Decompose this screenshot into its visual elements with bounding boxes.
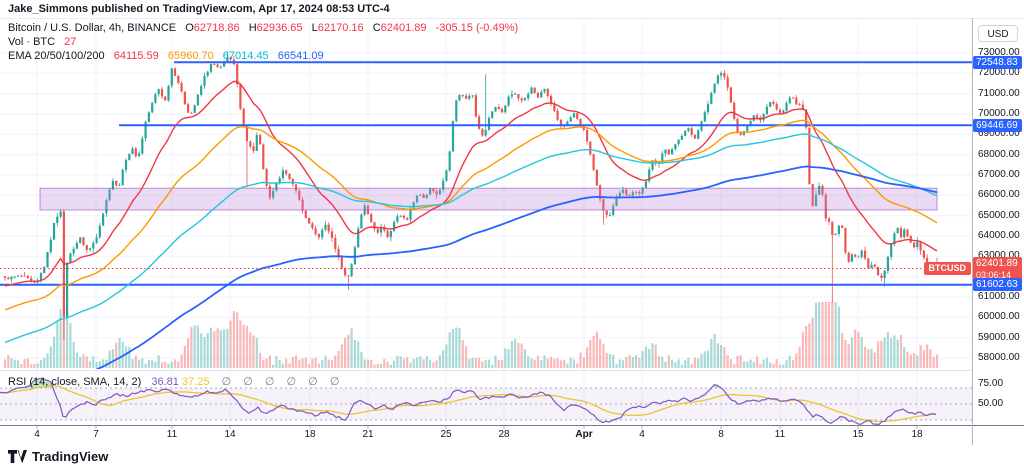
tradingview-footer-link[interactable]: TradingView — [8, 449, 108, 464]
time-tick-label: 25 — [440, 429, 452, 440]
tradingview-logo-icon — [8, 450, 27, 463]
rsi-empty-value: ∅ — [329, 376, 340, 388]
rsi-sma-value: 37.25 — [181, 376, 210, 388]
countdown-timer: 03:06:14 — [976, 270, 1012, 280]
rsi-label: RSI (14, close, SMA, 14, 2) — [8, 376, 142, 388]
price-tick-label: 58000.00 — [978, 352, 1020, 363]
time-tick-label: 4 — [34, 429, 40, 440]
ema50-value: 65960.70 — [167, 50, 214, 62]
ohlc-close-key: C — [372, 22, 381, 34]
ohlc-close-value: 62401.89 — [380, 22, 427, 34]
ema100-value: 67014.45 — [222, 50, 269, 62]
price-axis-border — [972, 18, 973, 445]
price-tick-label: 73000.00 — [978, 47, 1020, 58]
rsi-empty-value: ∅ — [264, 376, 275, 388]
ohlc-high-value: 62936.65 — [256, 22, 303, 34]
price-tick-label: 61000.00 — [978, 291, 1020, 302]
rsi-empty-value: ∅ — [243, 376, 253, 388]
time-tick-label: 11 — [774, 429, 786, 440]
ohlc-low-value: 62170.16 — [317, 22, 364, 34]
price-tick-label: 59000.00 — [978, 332, 1020, 343]
ohlc-high-key: H — [248, 22, 257, 34]
ohlc-open-key: O — [185, 22, 194, 34]
rsi-tick-label: 75.00 — [978, 378, 1004, 389]
level-price-label: 61602.63 — [973, 278, 1022, 291]
symbol-title: Bitcoin / U.S. Dollar, 4h, BINANCE — [8, 22, 177, 34]
time-tick-label: 18 — [304, 429, 316, 440]
pane-separator[interactable] — [0, 370, 972, 371]
time-tick-label: 11 — [166, 429, 178, 440]
time-axis-separator — [0, 425, 1024, 426]
time-tick-label: 14 — [224, 429, 236, 440]
volume-label: Vol · BTC — [8, 36, 56, 48]
rsi-tick-label: 50.00 — [978, 398, 1004, 409]
time-tick-label: Apr — [575, 429, 593, 440]
tradingview-brand-text: TradingView — [32, 449, 109, 464]
price-tick-label: 67000.00 — [978, 169, 1020, 180]
time-tick-label: 4 — [639, 429, 645, 440]
last-price-label: 62401.89 03:06:14 — [973, 257, 1022, 280]
legend-symbol-row[interactable]: Bitcoin / U.S. Dollar, 4h, BINANCE O6271… — [8, 22, 518, 34]
price-tick-label: 68000.00 — [978, 149, 1020, 160]
time-tick-label: 7 — [93, 429, 99, 440]
time-tick-label: 8 — [718, 429, 724, 440]
price-tick-label: 66000.00 — [978, 189, 1020, 200]
price-tick-label: 64000.00 — [978, 230, 1020, 241]
legend-volume-row[interactable]: Vol · BTC 27 — [8, 36, 76, 48]
price-tick-label: 65000.00 — [978, 210, 1020, 221]
price-tick-label: 69000.00 — [978, 128, 1020, 139]
level-price-label: 72548.83 — [973, 56, 1022, 69]
attribution-text: Jake_Simmons published on TradingView.co… — [8, 3, 390, 15]
time-tick-label: 15 — [852, 429, 864, 440]
symbol-price-tag: BTCUSD — [923, 262, 971, 275]
time-tick-label: 21 — [362, 429, 374, 440]
ema-label: EMA 20/50/100/200 — [8, 50, 105, 62]
price-tick-label: 63000.00 — [978, 250, 1020, 261]
ohlc-low-key: L — [311, 22, 318, 34]
rsi-empty-value: ∅ — [308, 376, 318, 388]
rsi-value: 36.81 — [151, 376, 179, 388]
level-price-label: 69446.69 — [973, 119, 1022, 132]
widget-top-border — [0, 18, 1024, 19]
price-tick-label: 60000.00 — [978, 311, 1020, 322]
time-tick-label: 28 — [498, 429, 510, 440]
rsi-empty-value: ∅ — [221, 376, 232, 388]
price-tick-label: 72000.00 — [978, 67, 1020, 78]
price-tick-label: 70000.00 — [978, 108, 1020, 119]
ema200-value: 66541.09 — [277, 50, 324, 62]
ema20-value: 64115.59 — [113, 50, 159, 62]
rsi-legend-row[interactable]: RSI (14, close, SMA, 14, 2) 36.81 37.25 … — [8, 375, 339, 388]
currency-unit-button[interactable]: USD — [978, 25, 1018, 42]
volume-value: 27 — [64, 36, 77, 48]
legend-ema-row[interactable]: EMA 20/50/100/200 64115.59 65960.70 6701… — [8, 50, 324, 62]
price-tick-label: 71000.00 — [978, 88, 1020, 99]
time-tick-label: 18 — [911, 429, 923, 440]
ohlc-open-value: 62718.86 — [193, 22, 240, 34]
rsi-empty-value: ∅ — [286, 376, 297, 388]
change-value: -305.15 (-0.49%) — [435, 22, 519, 34]
